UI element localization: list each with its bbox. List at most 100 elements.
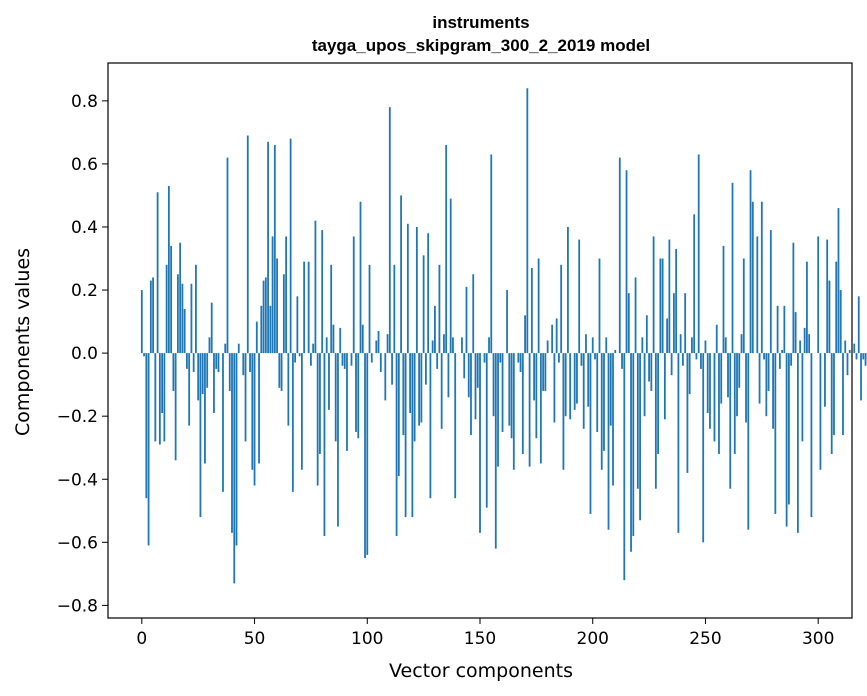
bar-185: [558, 353, 560, 363]
bars-group: [140, 88, 867, 584]
bar-319: [860, 353, 862, 401]
bar-230: [659, 258, 662, 354]
bar-90: [343, 353, 346, 369]
bar-158: [497, 353, 499, 467]
bar-156: [492, 353, 495, 417]
bar-295: [806, 261, 808, 354]
bar-10: [163, 353, 166, 442]
bar-15: [174, 353, 177, 461]
bar-146: [470, 353, 472, 436]
y-tick-label: 0.6: [71, 155, 98, 175]
bar-23: [192, 353, 195, 373]
bar-267: [742, 258, 745, 354]
bar-112: [393, 264, 396, 354]
bar-116: [402, 353, 405, 436]
bar-60: [276, 258, 278, 354]
bar-27: [201, 353, 204, 395]
bar-289: [792, 242, 795, 354]
bar-291: [796, 353, 799, 533]
bar-143: [463, 353, 466, 379]
bar-197: [585, 334, 587, 354]
y-tick-label: 0.8: [71, 92, 98, 112]
bar-109: [386, 334, 389, 354]
bar-81: [323, 353, 326, 537]
bar-208: [609, 353, 612, 426]
bar-227: [652, 236, 655, 354]
bar-86: [334, 353, 337, 442]
bar-24: [195, 264, 197, 354]
bar-126: [424, 353, 427, 385]
bar-160: [501, 353, 504, 432]
bar-214: [623, 353, 626, 581]
bar-170: [524, 315, 526, 354]
bar-150: [479, 353, 481, 533]
bar-244: [691, 337, 693, 354]
bar-245: [693, 214, 696, 354]
bar-304: [826, 239, 829, 354]
bar-186: [560, 264, 563, 354]
bar-139: [454, 353, 457, 499]
bar-154: [488, 337, 490, 354]
bar-119: [409, 353, 412, 414]
bar-120: [411, 353, 414, 518]
bar-97: [359, 201, 362, 354]
bar-49: [251, 353, 254, 470]
bar-311: [842, 353, 844, 436]
bar-115: [400, 195, 402, 354]
bar-167: [517, 353, 520, 363]
bar-303: [824, 353, 826, 407]
bar-216: [627, 293, 630, 354]
bar-213: [621, 353, 623, 369]
bar-277: [765, 353, 768, 417]
bar-72: [303, 261, 306, 354]
bar-242: [686, 353, 689, 473]
chart-subtitle: tayga_upos_skipgram_300_2_2019 model: [312, 36, 650, 55]
bar-20: [186, 353, 188, 369]
bar-229: [657, 353, 660, 455]
bar-2: [145, 353, 148, 499]
bar-7: [156, 192, 159, 354]
bar-39: [228, 353, 231, 391]
bar-265: [738, 353, 741, 388]
bar-297: [810, 353, 813, 518]
bar-38: [226, 157, 229, 354]
bar-65: [287, 353, 290, 426]
bar-93: [350, 353, 353, 366]
bar-106: [379, 353, 382, 373]
bar-62: [280, 353, 283, 391]
bar-261: [729, 353, 732, 489]
bar-316: [853, 343, 856, 354]
bar-14: [172, 353, 175, 391]
bar-231: [661, 258, 664, 354]
bar-266: [740, 334, 743, 354]
bar-173: [530, 267, 533, 354]
bar-224: [645, 315, 648, 354]
bar-31: [210, 302, 213, 354]
bar-59: [273, 144, 276, 354]
bar-159: [499, 353, 502, 363]
bar-41: [233, 353, 236, 584]
bar-172: [528, 353, 531, 467]
x-axis-ticks: 0 50 100 150 200 250 300: [136, 618, 834, 649]
x-tick-label: 150: [464, 629, 496, 649]
x-tick-label: 200: [577, 629, 609, 649]
bar-262: [731, 182, 734, 354]
bar-228: [654, 353, 657, 489]
bar-255: [715, 324, 718, 354]
bar-70: [298, 353, 301, 357]
y-tick-label: −0.8: [57, 596, 98, 616]
bar-98: [361, 324, 364, 354]
plot-frame: [107, 62, 853, 619]
y-axis-ticks: −0.8 −0.6 −0.4 −0.2 0.0 0.2 0.4 0.6 0.8: [57, 92, 108, 616]
bar-235: [670, 353, 673, 376]
bar-296: [808, 334, 811, 354]
bar-133: [440, 353, 443, 429]
bar-117: [404, 353, 407, 518]
bar-3: [147, 353, 150, 546]
y-tick-label: 0.2: [71, 281, 98, 301]
bar-215: [625, 170, 628, 354]
bar-171: [526, 88, 529, 354]
bar-157: [494, 353, 497, 549]
bar-204: [600, 353, 603, 470]
bar-312: [844, 340, 847, 354]
